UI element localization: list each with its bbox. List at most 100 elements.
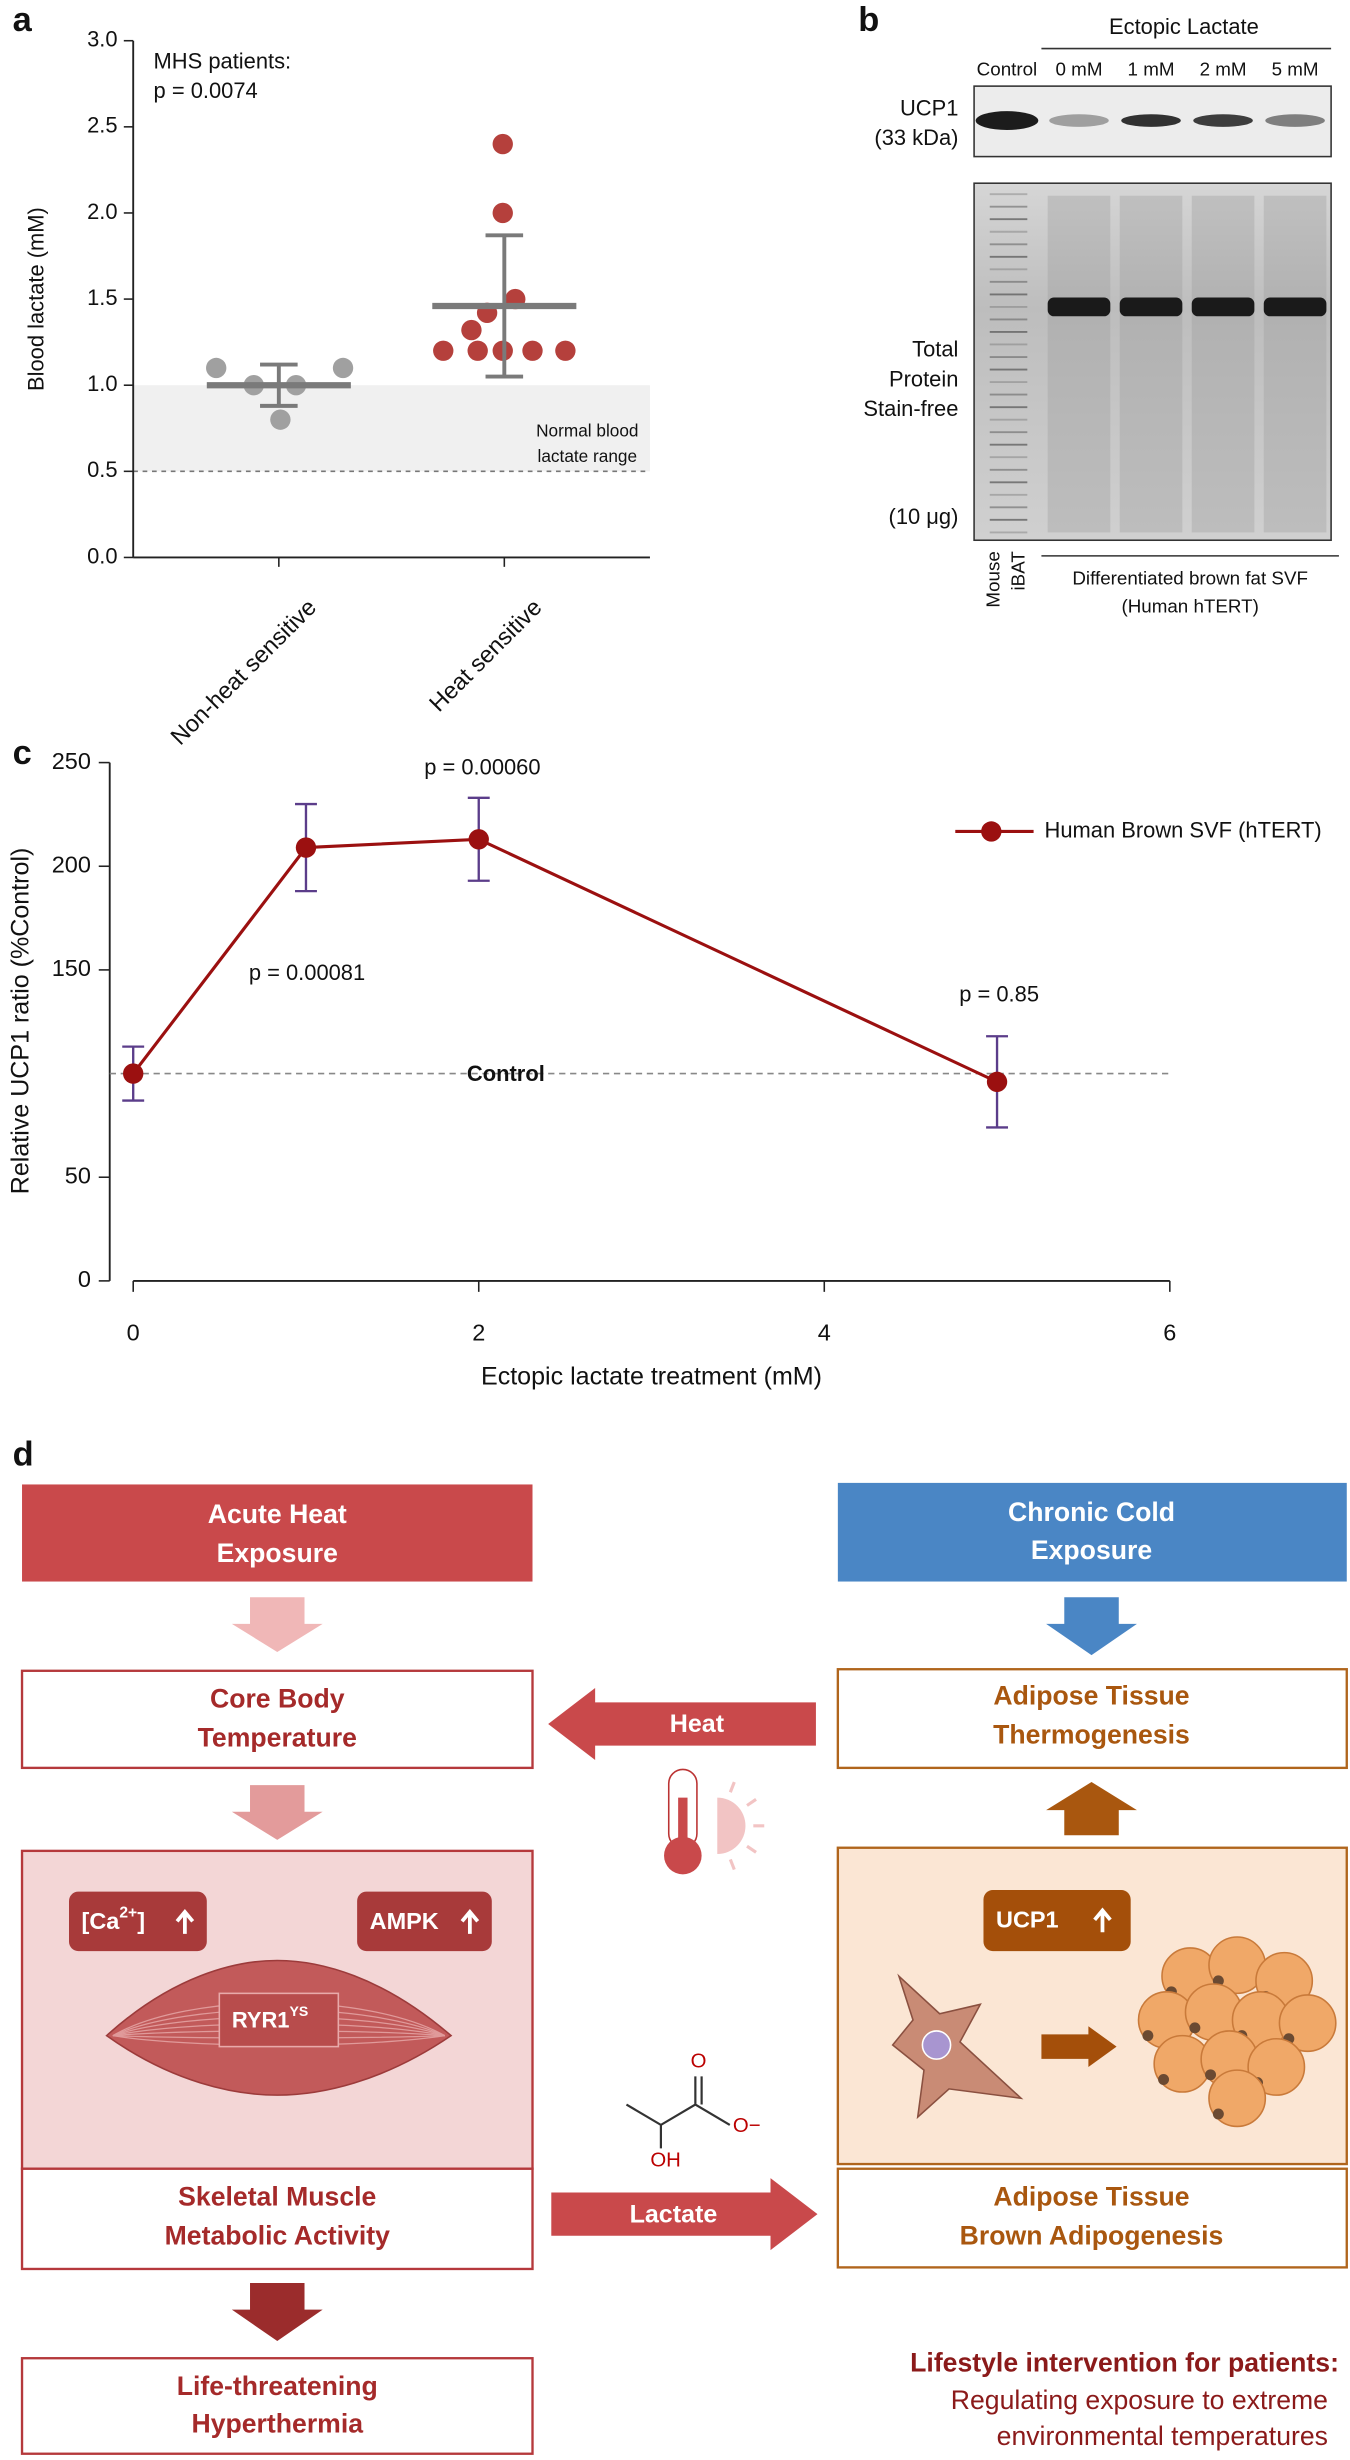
- y-axis-label: Blood lactate (mM): [23, 207, 48, 391]
- y-tick-label: 0.5: [87, 457, 117, 482]
- point: [123, 1063, 144, 1084]
- muscle-label: RYR1YS: [232, 2003, 308, 2032]
- x-tick-label: Non-heat sensitive: [165, 594, 321, 750]
- thermometer-fill: [678, 1797, 688, 1855]
- box-label: Hyperthermia: [191, 2409, 363, 2439]
- point: [468, 829, 489, 850]
- lane-group-label: Mouse: [982, 551, 1003, 607]
- arrow: [231, 1597, 323, 1653]
- badge: [983, 1890, 1131, 1952]
- p-value: p = 0.00060: [424, 755, 540, 780]
- muscle-text: YS: [289, 2003, 308, 2019]
- gel-lane: [1119, 195, 1183, 533]
- dot: [332, 357, 354, 379]
- box-label: Brown Adipogenesis: [960, 2221, 1224, 2251]
- note-text: environmental temperatures: [997, 2421, 1328, 2451]
- y-tick-label: 1.0: [87, 371, 117, 396]
- y-tick-label: 2.0: [87, 199, 117, 224]
- box-label: Exposure: [217, 1538, 338, 1568]
- lane-label: 5 mM: [1272, 58, 1319, 79]
- sun-ray: [746, 1844, 757, 1854]
- up-icon: [1093, 1907, 1112, 1933]
- arrow: [551, 2178, 818, 2251]
- badge-label: AMPK: [370, 1908, 439, 1934]
- y-tick-label: 3.0: [87, 27, 117, 52]
- panel-label: b: [858, 1, 879, 39]
- blot-label: Stain-free: [863, 396, 958, 421]
- x-tick-label: 4: [818, 1319, 831, 1345]
- annotation: p = 0.0074: [154, 78, 258, 103]
- arrow: [1046, 1597, 1137, 1656]
- blot-label: Total: [912, 337, 958, 362]
- gel-main-band: [1263, 297, 1327, 317]
- y-tick-label: 0.0: [87, 543, 117, 568]
- y-tick-label: 0: [78, 1266, 91, 1292]
- blot-label: (33 kDa): [874, 125, 958, 150]
- dot: [467, 340, 488, 361]
- badge-label: [Ca2+]: [82, 1905, 146, 1934]
- lane-label: Control: [977, 58, 1038, 79]
- band: [1265, 114, 1325, 127]
- lane-group-label: Differentiated brown fat SVF: [1072, 567, 1308, 588]
- fat-nucleus: [1142, 2030, 1154, 2042]
- box: [836, 1668, 1348, 1770]
- y-tick-label: 2.5: [87, 113, 117, 138]
- dot: [433, 340, 454, 361]
- box-label: Skeletal Muscle: [178, 2182, 376, 2212]
- dot: [555, 340, 576, 361]
- blot-label: Protein: [889, 366, 958, 391]
- dot: [206, 357, 227, 379]
- note-text: Regulating exposure to extreme: [951, 2385, 1328, 2415]
- up-icon: [460, 1909, 480, 1934]
- box-label: Chronic Cold: [1008, 1497, 1175, 1527]
- panel-label: d: [13, 1435, 34, 1473]
- badge-text: [Ca: [82, 1908, 121, 1934]
- fat-nucleus: [1212, 2108, 1224, 2120]
- box: [20, 2167, 534, 2271]
- lane-label: 0 mM: [1056, 58, 1103, 79]
- note-title: Lifestyle intervention for patients:: [910, 2348, 1339, 2378]
- series-line: [131, 837, 998, 1084]
- band: [975, 111, 1039, 130]
- lane-group-label: (Human hTERT): [1121, 596, 1258, 617]
- gel-main-band: [1119, 297, 1183, 317]
- box: [20, 1669, 534, 1770]
- panel-label: a: [13, 1, 33, 39]
- reference-label: Control: [467, 1061, 545, 1086]
- up-icon: [175, 1909, 195, 1934]
- fat-nucleus: [1189, 2022, 1201, 2034]
- band-label: Normal blood: [536, 421, 638, 441]
- nucleus: [921, 2030, 952, 2060]
- box: [836, 2167, 1348, 2269]
- sun-ray: [746, 1798, 757, 1807]
- dot: [270, 409, 291, 430]
- arrow: [231, 1785, 323, 1840]
- sun-ray: [728, 1781, 736, 1793]
- cell: [891, 1973, 1024, 2120]
- arrow: [1041, 2026, 1117, 2067]
- box-label: Metabolic Activity: [165, 2221, 390, 2251]
- gel-lane: [1263, 195, 1327, 533]
- dot: [461, 319, 482, 341]
- x-axis-label: Ectopic lactate treatment (mM): [481, 1363, 822, 1391]
- box-label: Life-threatening: [177, 2371, 378, 2401]
- badge: [357, 1891, 492, 1952]
- x-tick-label: 2: [472, 1319, 485, 1345]
- p-value: p = 0.85: [959, 982, 1039, 1007]
- arrow-label: Lactate: [630, 2200, 718, 2228]
- gel-lane: [1047, 195, 1111, 533]
- atom: OH: [650, 2149, 681, 2171]
- y-axis-label: Relative UCP1 ratio (%Control): [7, 848, 35, 1195]
- panel-label: c: [13, 734, 32, 772]
- y-tick-label: 250: [52, 748, 91, 774]
- gel-main-band: [1047, 297, 1111, 317]
- box-label: Core Body: [210, 1684, 345, 1714]
- box: [837, 1482, 1347, 1582]
- badge-text: ]: [137, 1908, 145, 1934]
- lane-group-label: iBAT: [1007, 551, 1028, 591]
- reference-band: [133, 385, 650, 472]
- badge: [69, 1891, 207, 1952]
- box-label: Adipose Tissue: [993, 2182, 1189, 2212]
- muscle-label-bg: [218, 1992, 340, 2048]
- box-label: Adipose Tissue: [993, 1680, 1189, 1710]
